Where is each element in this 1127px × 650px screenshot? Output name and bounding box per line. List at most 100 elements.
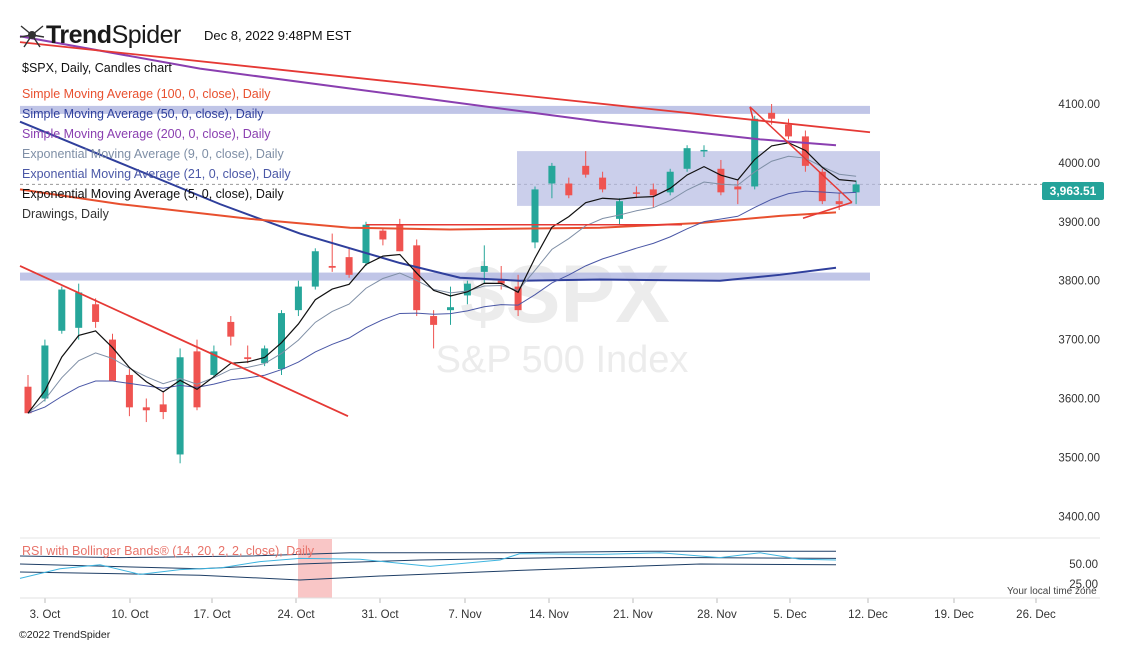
candle-body	[430, 316, 438, 325]
candle	[345, 248, 353, 278]
candle-body	[683, 148, 691, 169]
candle	[142, 398, 150, 423]
candle-body	[278, 313, 285, 370]
candle-body	[159, 404, 167, 413]
symbol-line: $SPX, Daily, Candles chart	[22, 61, 172, 75]
brand-name-bold: Trend	[46, 20, 112, 49]
legend-sma-100[interactable]: Simple Moving Average (100, 0, close), D…	[22, 87, 271, 101]
candle-body	[413, 245, 421, 311]
x-tick-label: 24. Oct	[277, 609, 315, 621]
candle	[362, 221, 370, 266]
candle	[227, 316, 235, 346]
candle	[159, 392, 167, 420]
candle-body	[565, 183, 573, 196]
candle-body	[58, 289, 66, 331]
candle	[193, 339, 201, 411]
x-tick-label: 10. Oct	[111, 609, 149, 621]
candle	[514, 274, 522, 317]
candle	[92, 298, 100, 328]
y-tick-label: 4100.00	[1058, 99, 1100, 111]
candle-body	[717, 168, 725, 193]
candle-body	[244, 357, 252, 360]
y-tick-label: 3900.00	[1058, 217, 1100, 229]
legend-ema-21[interactable]: Exponential Moving Average (21, 0, close…	[22, 167, 291, 181]
candle-body	[294, 286, 302, 311]
support-zone	[20, 272, 870, 281]
candle	[261, 345, 269, 367]
candle-body	[616, 201, 623, 219]
rsi-tick-label: 50.00	[1069, 559, 1098, 571]
watermark-name: S&P 500 Index	[436, 339, 689, 381]
candle-body	[328, 265, 336, 268]
candle-body	[41, 345, 49, 399]
legend-sma-200[interactable]: Simple Moving Average (200, 0, close), D…	[22, 127, 271, 141]
sma-100-line	[19, 188, 837, 231]
candle	[24, 374, 32, 414]
ema-9-line	[27, 155, 857, 414]
watermark: $SPX S&P 500 Index	[436, 249, 689, 381]
candle-body	[193, 351, 201, 408]
candle-body	[379, 230, 387, 240]
candle-body	[599, 177, 607, 190]
resistance-zone	[20, 105, 870, 114]
sma-200-line	[19, 35, 837, 147]
rsi-line	[19, 552, 837, 579]
candle	[683, 145, 691, 172]
candle	[244, 345, 252, 364]
candle-body	[768, 112, 776, 119]
candle	[396, 218, 404, 252]
brand-logo: Trend Spider	[18, 20, 181, 50]
candle-body	[852, 184, 860, 193]
candle	[480, 245, 488, 284]
candle-body	[311, 251, 319, 287]
watermark-symbol: $SPX	[460, 249, 670, 340]
candle-body	[210, 351, 218, 375]
candle-body	[227, 321, 235, 337]
candle	[328, 233, 336, 272]
rsi-label: RSI with Bollinger Bands® (14, 20, 2, 2,…	[22, 544, 315, 558]
trendspider-logo-icon	[19, 25, 45, 48]
candle	[548, 162, 556, 199]
rsi-middle-band	[19, 557, 837, 570]
legend-ema-9[interactable]: Exponential Moving Average (9, 0, close)…	[22, 147, 284, 161]
candle-body	[649, 189, 657, 196]
candle-body	[261, 348, 269, 364]
rsi-highlight-band	[298, 539, 332, 598]
legend-drawings[interactable]: Drawings, Daily	[22, 207, 109, 221]
candle-body	[785, 124, 792, 137]
candle	[125, 369, 133, 417]
candle-body	[447, 307, 454, 311]
y-tick-label: 4000.00	[1058, 158, 1100, 170]
candle-body	[24, 386, 32, 414]
legend-sma-50[interactable]: Simple Moving Average (50, 0, close), Da…	[22, 107, 264, 121]
wedge-lower-line	[802, 201, 853, 219]
candle	[176, 348, 184, 464]
ema-21-line	[27, 190, 857, 414]
last-price-tag-text: 3,963.51	[1050, 184, 1097, 198]
indicator-lines	[19, 35, 871, 417]
candle-body	[463, 283, 471, 296]
candle	[649, 183, 657, 208]
candle-body	[345, 257, 353, 275]
copyright: ©2022 TrendSpider	[19, 629, 111, 641]
candle	[734, 180, 742, 205]
x-tick-label: 5. Dec	[773, 609, 806, 621]
y-tick-label: 3500.00	[1058, 452, 1100, 464]
x-tick-label: 28. Nov	[697, 609, 737, 621]
y-tick-label: 3700.00	[1058, 335, 1100, 347]
candle	[632, 186, 640, 199]
candle-body	[531, 189, 539, 243]
candle-body	[835, 201, 843, 205]
candle-body	[480, 265, 488, 272]
y-tick-label: 3600.00	[1058, 394, 1100, 406]
timezone-label: Your local time zone	[1007, 586, 1097, 597]
candle	[413, 239, 421, 317]
legend-ema-5[interactable]: Exponential Moving Average (5, 0, close)…	[22, 187, 284, 201]
candle	[666, 168, 674, 196]
x-tick-label: 17. Oct	[193, 609, 231, 621]
candle-body	[818, 171, 826, 202]
candle	[616, 198, 623, 225]
x-tick-label: 19. Dec	[934, 609, 974, 621]
